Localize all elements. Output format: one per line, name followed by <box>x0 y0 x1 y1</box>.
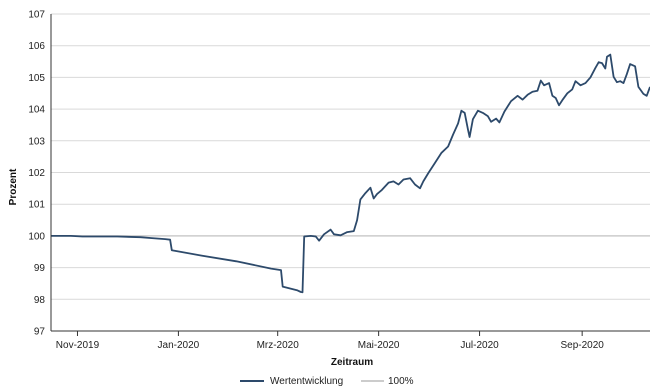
y-tick-label-97: 97 <box>34 327 46 338</box>
y-axis-title: Prozent <box>8 168 19 205</box>
x-tick-label-Mrz-2020: Mrz-2020 <box>257 340 300 351</box>
x-tick-label-Jul-2020: Jul-2020 <box>460 340 499 351</box>
series-line-wertentwicklung <box>51 53 650 294</box>
y-tick-label-105: 105 <box>28 73 45 84</box>
legend: Wertentwicklung 100% <box>240 376 414 387</box>
legend-label-100: 100% <box>388 376 414 387</box>
y-tick-label-101: 101 <box>28 200 45 211</box>
series-lines <box>51 53 650 294</box>
legend-label-wertentwicklung: Wertentwicklung <box>270 376 343 387</box>
y-tick-label-106: 106 <box>28 41 45 52</box>
gridlines <box>51 13 650 332</box>
x-tick-label-Nov-2019: Nov-2019 <box>56 340 100 351</box>
y-tick-label-107: 107 <box>28 10 45 21</box>
y-tick-label-98: 98 <box>34 295 46 306</box>
axes <box>50 14 650 336</box>
x-axis-title: Zeitraum <box>331 357 373 368</box>
y-tick-label-100: 100 <box>28 231 45 242</box>
x-tick-label-Jan-2020: Jan-2020 <box>158 340 200 351</box>
x-tick-labels: Nov-2019 Jan-2020 Mrz-2020 Mai-2020 Jul-2020… <box>56 340 604 351</box>
x-tick-label-Mai-2020: Mai-2020 <box>358 340 400 351</box>
y-tick-label-99: 99 <box>34 263 46 274</box>
y-tick-labels: 97 98 99 100 101 102 103 104 105 106 107 <box>28 10 45 338</box>
y-tick-label-103: 103 <box>28 136 45 147</box>
y-tick-label-102: 102 <box>28 168 45 179</box>
x-tick-label-Sep-2020: Sep-2020 <box>560 340 604 351</box>
y-tick-label-104: 104 <box>28 105 45 116</box>
